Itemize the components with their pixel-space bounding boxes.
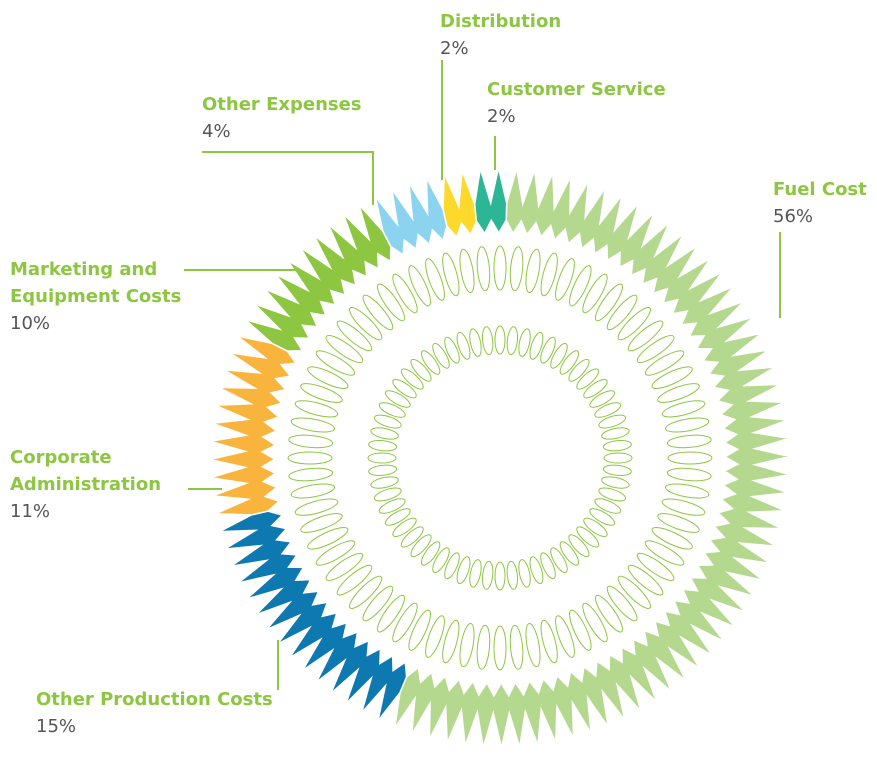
petal — [667, 467, 712, 483]
petal — [668, 452, 712, 464]
category-name: Other Production Costs — [36, 686, 336, 713]
petal — [494, 246, 506, 290]
petal — [523, 248, 542, 293]
petal — [509, 625, 525, 670]
petal — [288, 452, 332, 464]
petal — [509, 246, 525, 291]
chart-svg — [0, 0, 877, 758]
petal — [368, 453, 396, 463]
leader-line — [202, 152, 373, 205]
value-label: 56% — [773, 203, 877, 230]
petal — [457, 622, 476, 667]
petal — [494, 626, 506, 670]
petal — [495, 562, 505, 590]
slice-label: Customer Service2% — [487, 76, 707, 130]
petal — [457, 248, 476, 293]
slice-label: Fuel Cost56% — [773, 176, 877, 230]
chart: Fuel Cost56% Other Production Costs15% Cor… — [0, 0, 877, 758]
category-name: Corporate Administration — [10, 444, 180, 498]
petal — [603, 439, 632, 452]
petal — [288, 467, 333, 483]
value-label: 2% — [487, 103, 707, 130]
slice-label: Marketing and Equipment Costs10% — [10, 256, 190, 337]
value-label: 10% — [10, 310, 190, 337]
petal — [495, 326, 505, 354]
petal — [506, 561, 519, 590]
petal — [667, 434, 712, 450]
petal — [476, 246, 492, 291]
petal — [368, 464, 397, 477]
petal — [604, 453, 632, 463]
value-label: 4% — [202, 118, 402, 145]
value-label: 2% — [440, 35, 590, 62]
petal — [506, 326, 519, 355]
petal — [288, 434, 333, 450]
value-label: 11% — [10, 498, 180, 525]
category-name: Marketing and Equipment Costs — [10, 256, 190, 310]
petal — [664, 415, 709, 434]
petal — [523, 622, 542, 667]
petal — [481, 326, 494, 355]
category-name: Customer Service — [487, 76, 707, 103]
petal — [476, 625, 492, 670]
petal — [368, 439, 397, 452]
category-name: Fuel Cost — [773, 176, 877, 203]
category-name: Other Expenses — [202, 91, 402, 118]
pie-slice — [395, 169, 790, 749]
petal — [290, 481, 335, 500]
petal — [603, 464, 632, 477]
pie-slice — [210, 336, 296, 515]
petal — [664, 481, 709, 500]
category-name: Distribution — [440, 8, 590, 35]
petal — [290, 415, 335, 434]
value-label: 15% — [36, 713, 336, 740]
pie-slice — [443, 171, 476, 238]
petal — [481, 561, 494, 590]
pie-slice — [475, 168, 507, 234]
